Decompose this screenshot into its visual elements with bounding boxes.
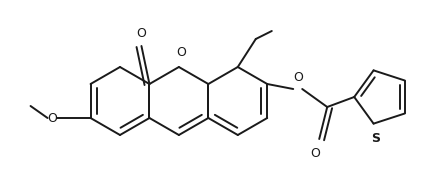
Text: O: O [310,147,320,160]
Text: O: O [176,46,186,59]
Text: S: S [371,132,380,145]
Text: O: O [137,27,146,40]
Text: O: O [48,112,57,125]
Text: O: O [293,71,303,84]
